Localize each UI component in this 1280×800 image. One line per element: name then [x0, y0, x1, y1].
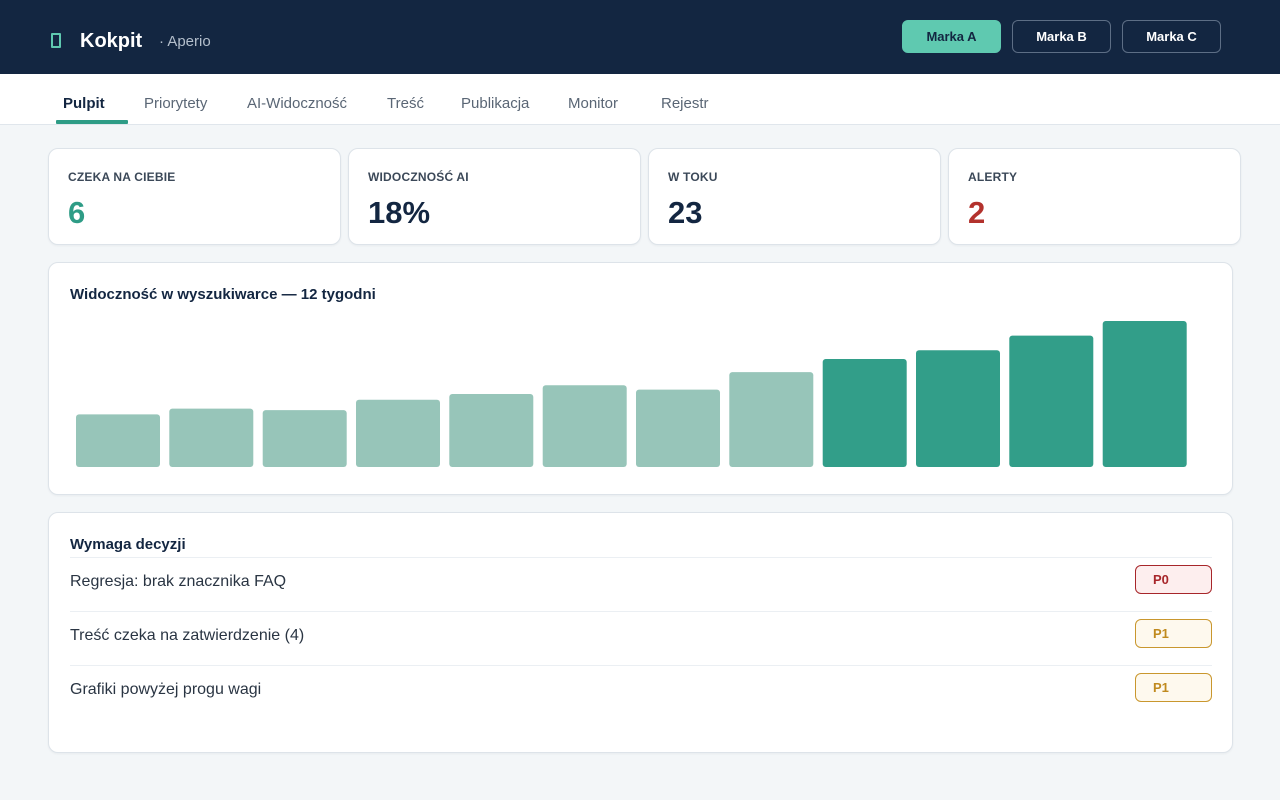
- brand-button-c[interactable]: Marka C: [1122, 20, 1221, 53]
- priority-badge: P1: [1135, 619, 1212, 648]
- stat-value: 18%: [368, 195, 431, 230]
- chart-bar: [449, 394, 534, 467]
- stat-card-in-progress: W TOKU 23: [648, 148, 941, 245]
- tab-ai-widocznosc[interactable]: AI-Widoczność: [247, 95, 348, 112]
- visibility-bar-chart: [76, 321, 1187, 467]
- stat-value: 2: [968, 195, 986, 230]
- stat-card-ai-visibility: WIDOCZNOŚĆ AI 18%: [348, 148, 641, 245]
- decisions-title: Wymaga decyzji: [70, 536, 186, 553]
- device-icon: [51, 33, 61, 48]
- brand-button-b[interactable]: Marka B: [1012, 20, 1111, 53]
- priority-badge: P1: [1135, 673, 1212, 702]
- decision-text: Regresja: brak znacznika FAQ: [70, 573, 287, 590]
- decision-item[interactable]: Grafiki powyżej progu wagi P1: [70, 665, 1212, 719]
- top-bar: Kokpit · Aperio Marka A Marka B Marka C: [0, 0, 1280, 74]
- stat-label: W TOKU: [668, 170, 718, 184]
- decision-item[interactable]: Treść czeka na zatwierdzenie (4) P1: [70, 611, 1212, 665]
- stat-label: CZEKA NA CIEBIE: [68, 170, 176, 184]
- stat-card-waiting: CZEKA NA CIEBIE 6: [48, 148, 341, 245]
- decisions-panel: Wymaga decyzji Regresja: brak znacznika …: [48, 512, 1233, 753]
- chart-bar: [916, 350, 1000, 467]
- nav-tabs: Pulpit Priorytety AI-Widoczność Treść Pu…: [0, 74, 1280, 125]
- chart-bar: [356, 399, 440, 467]
- chart-bar: [636, 389, 720, 467]
- chart-title: Widoczność w wyszukiwarce — 12 tygodni: [70, 286, 376, 303]
- active-tab-indicator: [56, 120, 128, 124]
- stat-label: ALERTY: [968, 170, 1018, 184]
- chart-bar: [1102, 321, 1187, 467]
- chart-bar: [822, 359, 907, 467]
- app-title: Kokpit: [80, 30, 143, 52]
- tab-tresc[interactable]: Treść: [387, 95, 424, 112]
- decision-text: Treść czeka na zatwierdzenie (4): [70, 627, 305, 644]
- tab-pulpit[interactable]: Pulpit: [63, 95, 105, 112]
- chart-bar: [169, 408, 254, 467]
- tab-priorytety[interactable]: Priorytety: [144, 95, 208, 112]
- chart-bar: [729, 372, 814, 467]
- chart-bar: [262, 410, 347, 467]
- decision-text: Grafiki powyżej progu wagi: [70, 681, 262, 698]
- tab-publikacja[interactable]: Publikacja: [461, 95, 530, 112]
- stat-value: 6: [68, 195, 86, 230]
- chart-bar: [542, 385, 627, 467]
- priority-badge: P0: [1135, 565, 1212, 594]
- brand-button-a[interactable]: Marka A: [902, 20, 1001, 53]
- app-subtitle: · Aperio: [159, 33, 211, 50]
- decision-item[interactable]: Regresja: brak znacznika FAQ P0: [70, 557, 1212, 611]
- visibility-chart-panel: Widoczność w wyszukiwarce — 12 tygodni: [48, 262, 1233, 495]
- stat-label: WIDOCZNOŚĆ AI: [368, 170, 469, 184]
- chart-bar: [1009, 335, 1094, 467]
- stat-card-alerts: ALERTY 2: [948, 148, 1241, 245]
- tab-monitor[interactable]: Monitor: [568, 95, 619, 112]
- tab-rejestr[interactable]: Rejestr: [661, 95, 709, 112]
- stat-value: 23: [668, 195, 703, 230]
- chart-bar: [76, 414, 160, 467]
